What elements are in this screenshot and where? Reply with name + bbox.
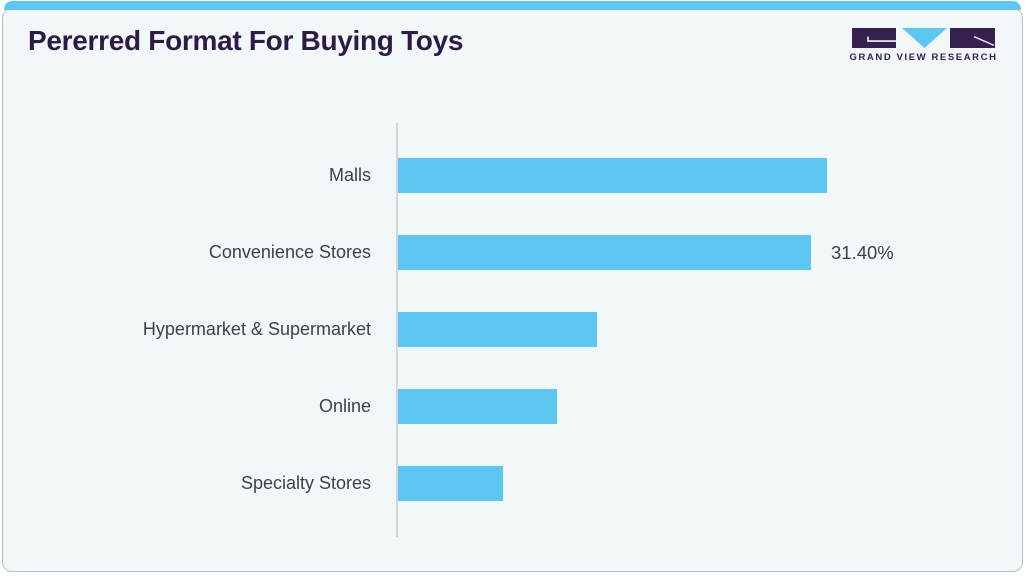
gvr-logo-mark-icon [852, 28, 995, 48]
bar-convenience-stores [398, 235, 811, 270]
category-label: Convenience Stores [208, 242, 371, 262]
category-label: Online [318, 396, 371, 416]
bar-specialty-stores [398, 466, 504, 501]
category-label: Malls [328, 165, 371, 185]
gvr-logo-text: GRAND VIEW RESEARCH [849, 52, 998, 63]
value-label: 31.40% [831, 241, 894, 263]
bar-hypermarket-supermarket [398, 312, 597, 347]
bar-chart: Malls Convenience Stores 31.40% Hypermar… [3, 9, 1022, 571]
category-label: Hypermarket & Supermarket [142, 319, 371, 339]
bar-row: Convenience Stores 31.40% [3, 235, 1022, 270]
bar-row: Hypermarket & Supermarket [3, 312, 1022, 347]
category-label: Specialty Stores [240, 473, 371, 493]
bar-malls [398, 158, 827, 193]
bar-row: Malls [3, 158, 1022, 193]
bar-row: Specialty Stores [3, 466, 1022, 501]
chart-title: Pererred Format For Buying Toys [28, 25, 464, 56]
top-accent-bar [4, 1, 1021, 10]
bar-online [398, 389, 558, 424]
bar-row: Online [3, 389, 1022, 424]
gvr-logo: GRAND VIEW RESEARCH [849, 28, 998, 63]
y-axis-line [396, 123, 398, 537]
chart-card: Pererred Format For Buying Toys GRAND VI… [2, 8, 1023, 572]
